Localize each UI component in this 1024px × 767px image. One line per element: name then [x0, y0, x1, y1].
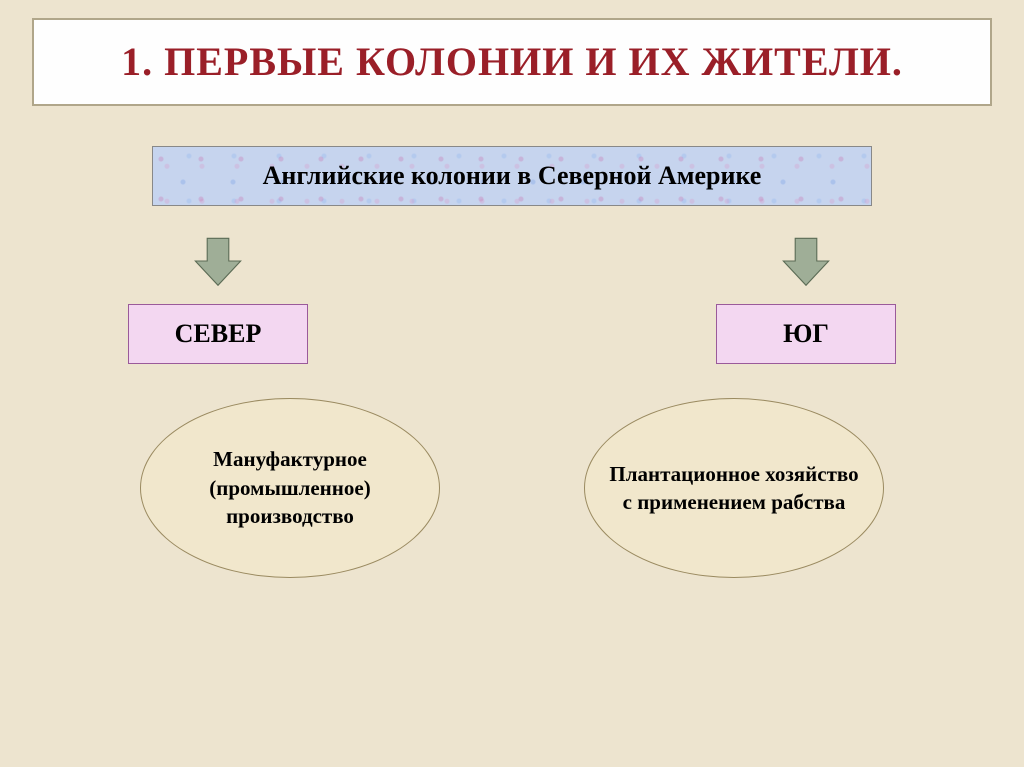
branch-left-label: СЕВЕР: [128, 304, 308, 364]
subtitle-box: Английские колонии в Северной Америке: [152, 146, 872, 206]
page-title: 1. ПЕРВЫЕ КОЛОНИИ И ИХ ЖИТЕЛИ.: [64, 38, 960, 86]
branch-right-label: ЮГ: [716, 304, 896, 364]
branch-right: ЮГ: [716, 206, 896, 364]
branch-left: СЕВЕР: [128, 206, 308, 364]
subtitle-text: Английские колонии в Северной Америке: [163, 161, 861, 191]
branch-left-bubble: Мануфактурное (промышленное) производств…: [140, 398, 440, 578]
title-frame: 1. ПЕРВЫЕ КОЛОНИИ И ИХ ЖИТЕЛИ.: [32, 18, 992, 106]
arrow-down-icon: [191, 234, 245, 288]
arrow-down-icon: [779, 234, 833, 288]
slide: 1. ПЕРВЫЕ КОЛОНИИ И ИХ ЖИТЕЛИ. Английски…: [0, 0, 1024, 767]
branch-right-bubble: Плантационное хозяйство с применением ра…: [584, 398, 884, 578]
